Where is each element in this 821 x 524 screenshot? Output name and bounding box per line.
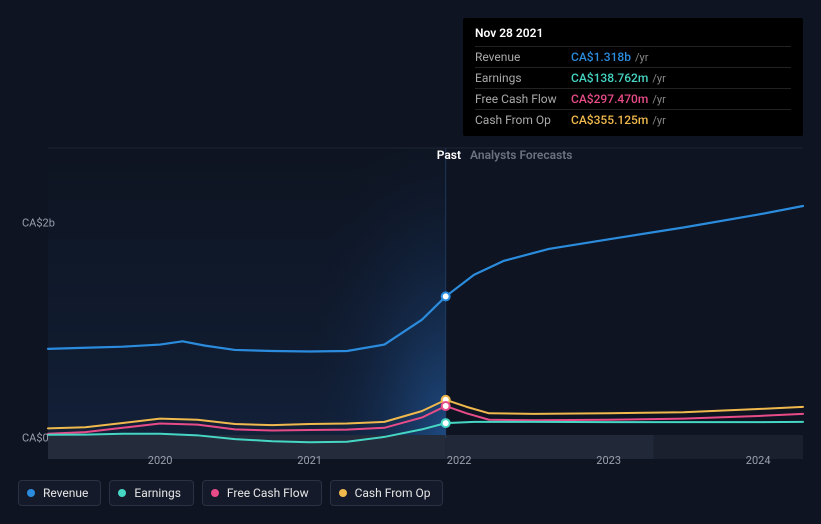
tooltip-value: CA$1.318b <box>571 50 631 64</box>
legend-label: Cash From Op <box>355 486 431 500</box>
legend-dot-icon <box>118 489 126 497</box>
legend-dot-icon <box>27 489 35 497</box>
tooltip-label: Cash From Op <box>475 113 571 127</box>
legend-item-earnings[interactable]: Earnings <box>109 480 194 506</box>
tooltip-unit: /yr <box>652 114 665 127</box>
series-marker-free_cash_flow <box>442 402 450 410</box>
series-marker-revenue <box>442 292 450 300</box>
tooltip-row: RevenueCA$1.318b/yr <box>475 46 791 67</box>
y-axis-label: CA$2b <box>22 217 55 230</box>
tooltip-row: Free Cash FlowCA$297.470m/yr <box>475 88 791 109</box>
legend-label: Revenue <box>43 486 88 500</box>
series-marker-earnings <box>442 419 450 427</box>
tooltip-label: Free Cash Flow <box>475 92 571 106</box>
legend-item-revenue[interactable]: Revenue <box>18 480 101 506</box>
tooltip-row: Cash From OpCA$355.125m/yr <box>475 109 791 130</box>
y-axis-label: CA$0 <box>22 432 49 445</box>
legend-dot-icon <box>339 489 347 497</box>
x-axis-label: 2022 <box>447 454 472 467</box>
legend: Revenue Earnings Free Cash Flow Cash From O… <box>18 480 443 506</box>
tooltip-label: Earnings <box>475 71 571 85</box>
tooltip-title: Nov 28 2021 <box>475 26 791 40</box>
tooltip-unit: /yr <box>652 93 665 106</box>
tooltip-unit: /yr <box>635 51 648 64</box>
chart-container: Past Analysts Forecasts Nov 28 2021 Reve… <box>0 0 821 524</box>
x-axis-label: 2020 <box>148 454 173 467</box>
legend-label: Earnings <box>134 486 181 500</box>
x-axis-label: 2024 <box>746 454 771 467</box>
legend-label: Free Cash Flow <box>227 486 309 500</box>
region-label-past: Past <box>437 148 461 162</box>
tooltip-value: CA$355.125m <box>571 113 648 127</box>
legend-dot-icon <box>211 489 219 497</box>
region-label-forecast: Analysts Forecasts <box>470 148 572 162</box>
legend-item-cash_from_op[interactable]: Cash From Op <box>330 480 444 506</box>
tooltip-unit: /yr <box>652 72 665 85</box>
x-axis-label: 2023 <box>596 454 621 467</box>
tooltip-value: CA$297.470m <box>571 92 648 106</box>
tooltip-label: Revenue <box>475 50 571 64</box>
tooltip-value: CA$138.762m <box>571 71 648 85</box>
legend-item-free_cash_flow[interactable]: Free Cash Flow <box>202 480 322 506</box>
tooltip: Nov 28 2021 RevenueCA$1.318b/yrEarningsC… <box>463 18 803 136</box>
tooltip-row: EarningsCA$138.762m/yr <box>475 67 791 88</box>
x-axis-label: 2021 <box>297 454 322 467</box>
